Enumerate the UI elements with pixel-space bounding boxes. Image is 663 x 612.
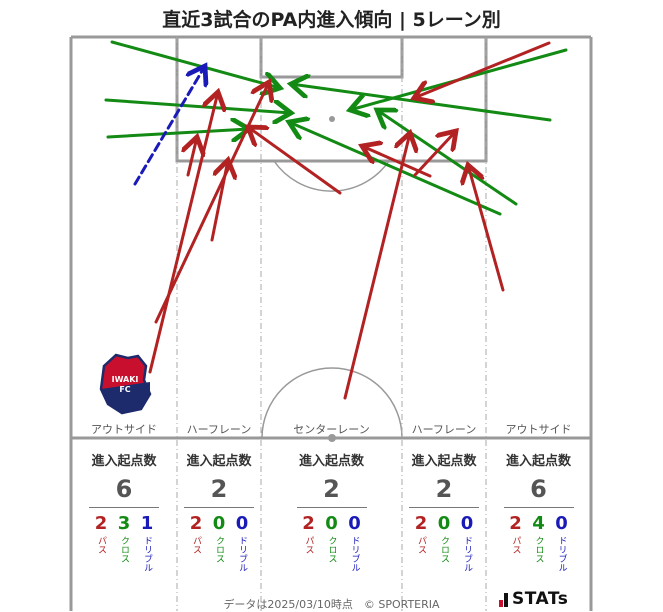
dribble-arrow-1 bbox=[133, 66, 205, 186]
cross-label: クロス bbox=[439, 536, 449, 563]
pass-count: 2 bbox=[509, 513, 522, 534]
badge-text-bottom: FC bbox=[119, 385, 130, 394]
lane-label-left-halfspace: ハーフレーン bbox=[186, 423, 252, 436]
pass-label: パス bbox=[96, 536, 106, 554]
cross-count: 0 bbox=[212, 513, 226, 534]
penalty-spot bbox=[329, 116, 335, 122]
stat-header: 進入起点数 bbox=[298, 454, 364, 469]
chart-title: 直近3試合のPA内進入傾向 | 5レーン別 bbox=[162, 9, 501, 31]
stat-total: 2 bbox=[210, 475, 228, 503]
badge-text-top: IWAKI bbox=[112, 375, 139, 384]
stat-divider bbox=[89, 507, 159, 508]
cross-arrow-6 bbox=[289, 122, 502, 216]
pass-arrow-10 bbox=[414, 41, 551, 98]
dribble-label: ドリブル bbox=[237, 536, 247, 572]
pass-arrow-4 bbox=[210, 160, 228, 242]
stat-divider bbox=[503, 507, 574, 508]
dribble-label: ドリブル bbox=[349, 536, 360, 572]
pass-label: パス bbox=[416, 536, 426, 554]
cross-count: 0 bbox=[437, 513, 451, 534]
stat-header: 進入起点数 bbox=[505, 454, 571, 469]
cross-count: 3 bbox=[117, 513, 131, 534]
lane-label-center: センターレーン bbox=[293, 423, 370, 436]
pass-arrow-9 bbox=[413, 131, 456, 177]
dribble-label: ドリブル bbox=[462, 536, 472, 572]
pass-count: 2 bbox=[94, 513, 108, 534]
cross-count: 0 bbox=[325, 513, 338, 534]
arrow-layer bbox=[104, 40, 568, 400]
pass-arrow-6 bbox=[343, 133, 410, 400]
footer-credit: データは2025/03/10時点 © SPORTERIA bbox=[223, 598, 440, 611]
pass-label: パス bbox=[303, 536, 314, 554]
pass-label: パス bbox=[191, 536, 201, 554]
center-circle bbox=[261, 367, 403, 439]
cross-count: 4 bbox=[532, 513, 545, 534]
pass-label: パス bbox=[510, 536, 521, 554]
dribble-count: 0 bbox=[460, 513, 474, 534]
pass-count: 2 bbox=[414, 513, 428, 534]
cross-label: クロス bbox=[326, 536, 337, 563]
stat-total: 2 bbox=[435, 475, 453, 503]
stat-total: 6 bbox=[530, 475, 547, 503]
stat-total: 6 bbox=[115, 475, 133, 503]
dribble-label: ドリブル bbox=[556, 536, 567, 572]
stat-divider bbox=[296, 507, 367, 508]
dribble-count: 0 bbox=[555, 513, 568, 534]
dribble-count: 0 bbox=[348, 513, 361, 534]
lane-label-left-outside: アウトサイド bbox=[91, 423, 157, 436]
lane-label-right-halfspace: ハーフレーン bbox=[411, 423, 477, 436]
stat-divider bbox=[184, 507, 254, 508]
pass-arrow-8 bbox=[468, 165, 505, 292]
cross-arrow-2 bbox=[104, 98, 291, 113]
lane-stats-right-halfspace: 進入起点数 2 2 パス 0 クロス 0 ドリブル bbox=[402, 450, 486, 572]
cross-label: クロス bbox=[214, 536, 224, 563]
dribble-label: ドリブル bbox=[142, 536, 152, 572]
lane-label-right-outside: アウトサイド bbox=[505, 423, 572, 436]
stat-divider bbox=[409, 507, 479, 508]
club-badge-logo: IWAKI FC bbox=[99, 353, 152, 415]
brand-logo-text: STATs bbox=[512, 589, 569, 609]
pass-count: 2 bbox=[189, 513, 203, 534]
dribble-count: 1 bbox=[140, 513, 154, 534]
stat-header: 進入起点数 bbox=[411, 454, 477, 469]
goal-area bbox=[259, 35, 404, 79]
pass-arrow-5 bbox=[248, 127, 342, 195]
stat-header: 進入起点数 bbox=[186, 454, 252, 469]
penalty-area bbox=[175, 35, 488, 163]
dribble-count: 0 bbox=[235, 513, 249, 534]
stats-logo-icon bbox=[499, 593, 508, 607]
lane-stats-left-halfspace: 進入起点数 2 2 パス 0 クロス 0 ドリブル bbox=[177, 450, 261, 572]
penalty-arc bbox=[273, 160, 390, 192]
lane-stats-center: 進入起点数 2 2 パス 0 クロス 0 ドリブル bbox=[261, 450, 402, 572]
pass-arrow-3 bbox=[188, 137, 197, 177]
cross-arrow-7 bbox=[377, 110, 518, 206]
cross-label: クロス bbox=[119, 536, 129, 563]
stat-header: 進入起点数 bbox=[91, 454, 157, 469]
cross-label: クロス bbox=[533, 536, 544, 563]
pass-arrow-2 bbox=[154, 82, 269, 324]
center-spot bbox=[328, 434, 336, 442]
pass-count: 2 bbox=[302, 513, 315, 534]
stat-total: 2 bbox=[323, 475, 340, 503]
lane-stats-right-outside: 進入起点数 6 2 パス 4 クロス 0 ドリブル bbox=[486, 450, 591, 572]
cross-arrow-3 bbox=[106, 129, 249, 137]
lane-stats-left-outside: 進入起点数 6 2 パス 3 クロス 1 ドリブル bbox=[71, 450, 177, 572]
